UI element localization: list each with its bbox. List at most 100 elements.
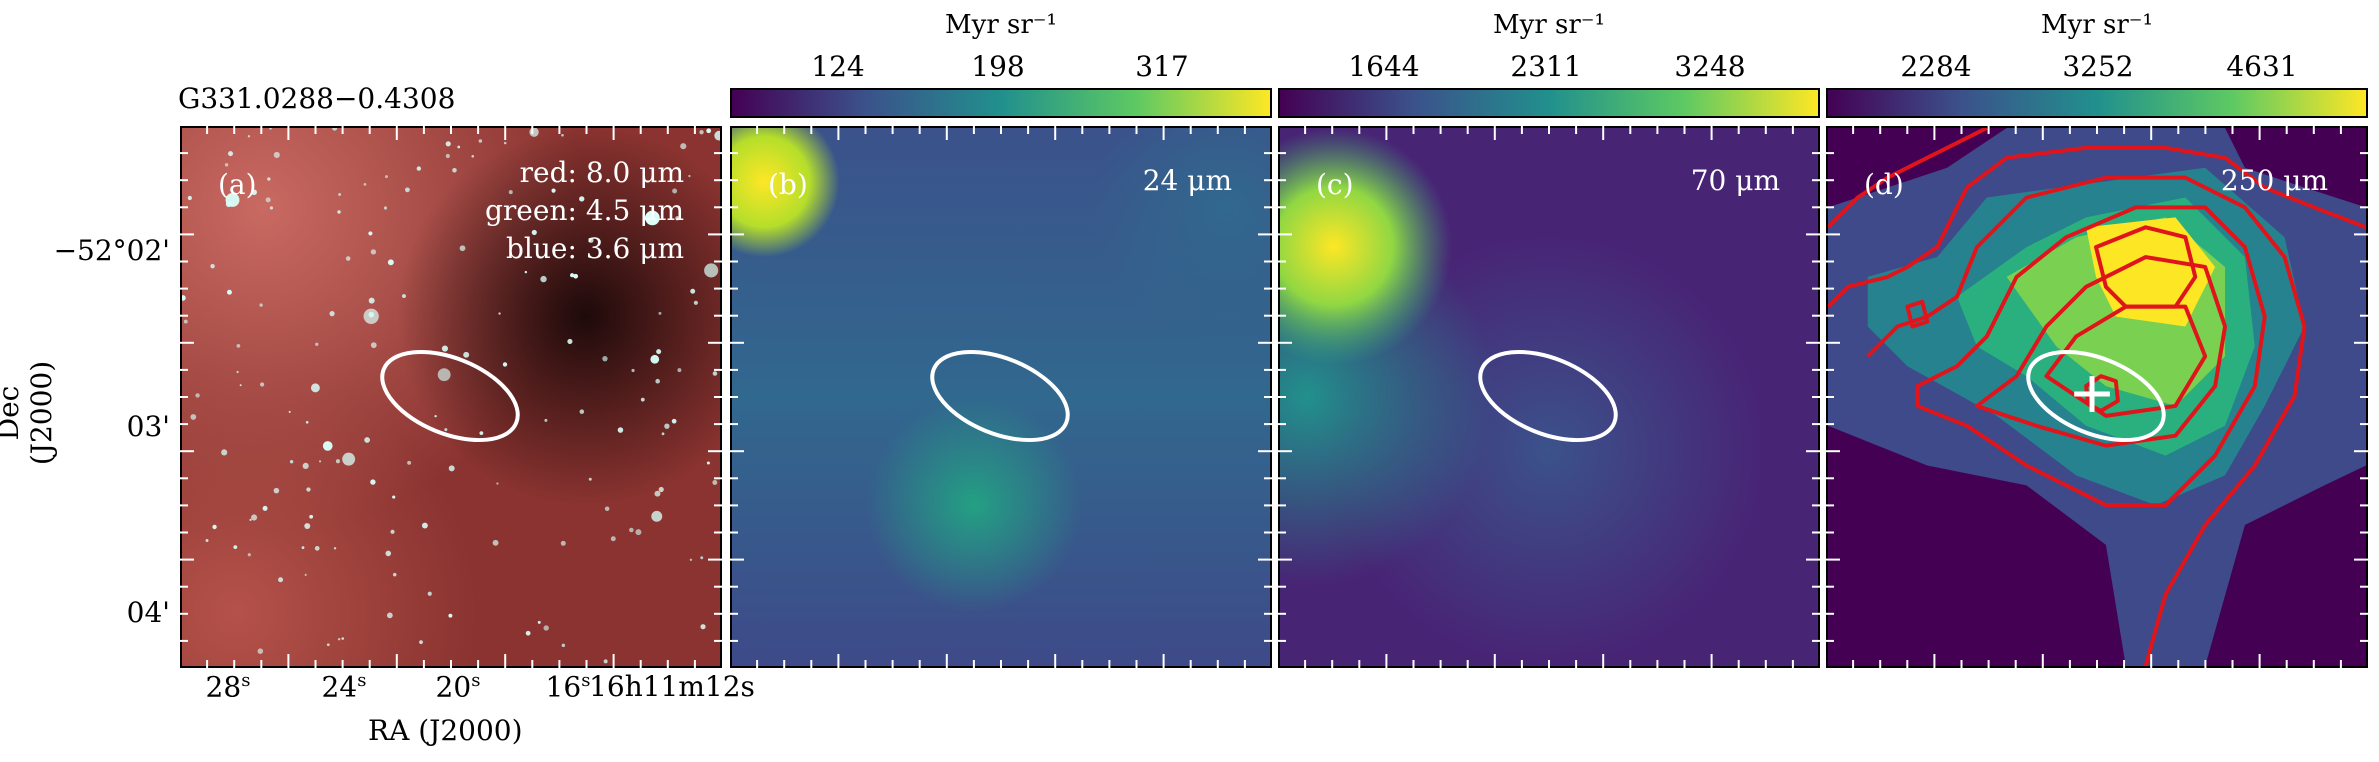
star-point <box>368 311 375 318</box>
star-point <box>233 545 238 549</box>
star-point <box>706 128 712 134</box>
star-point <box>655 378 660 384</box>
star-point <box>368 231 373 236</box>
star-point <box>288 410 291 413</box>
star-point <box>448 465 455 472</box>
star-point <box>226 289 232 295</box>
star-point <box>345 256 351 261</box>
star-point <box>302 462 309 469</box>
star-point <box>617 427 624 433</box>
star-point <box>579 196 585 202</box>
star-point <box>387 259 394 266</box>
star-point <box>664 423 670 429</box>
colorbar-c-unit: Myr sr⁻¹ <box>1493 10 1605 40</box>
star-point <box>650 354 660 364</box>
panel-d-wavelength: 250 μm <box>2220 164 2328 197</box>
star-point <box>314 545 320 551</box>
rgb-legend: red: 8.0 μm green: 4.5 μm blue: 3.6 μm <box>485 154 684 268</box>
star-point <box>260 382 265 387</box>
star-point <box>671 418 677 424</box>
star-point <box>419 640 423 645</box>
star-point <box>503 141 507 145</box>
star-point <box>651 510 663 522</box>
star-point <box>604 506 610 512</box>
star-point <box>680 143 687 150</box>
green-band-label: green: 4.5 μm <box>485 194 684 227</box>
star-point <box>445 141 451 147</box>
star-point <box>407 460 412 465</box>
star-point <box>322 441 333 451</box>
star-point <box>654 490 661 497</box>
star-point <box>304 573 307 576</box>
star-point <box>457 145 461 149</box>
star-point <box>645 210 660 226</box>
star-point <box>531 229 537 236</box>
star-point <box>247 553 251 557</box>
star-point <box>677 368 682 373</box>
star-point <box>187 195 192 201</box>
x-tick-label: 24s <box>321 670 367 704</box>
star-point <box>341 637 344 640</box>
star-point <box>437 368 451 382</box>
star-point <box>221 449 228 456</box>
colorbar-d <box>1826 88 2368 118</box>
star-point <box>699 129 704 135</box>
star-point <box>228 151 234 157</box>
star-point <box>335 459 341 464</box>
star-point <box>524 270 528 274</box>
star-point <box>640 397 645 402</box>
star-point <box>332 128 338 131</box>
star-point <box>537 620 541 624</box>
star-point <box>315 342 319 346</box>
colorbar-b-tick: 198 <box>971 50 1025 83</box>
star-point <box>386 612 393 619</box>
star-point <box>525 630 531 636</box>
star-point <box>326 643 330 647</box>
star-point <box>444 428 448 432</box>
star-point <box>700 624 706 630</box>
x-axis-label: RA (J2000) <box>368 714 523 747</box>
panel-b-24um-image: (b) 24 μm <box>730 126 1272 668</box>
star-point <box>318 460 322 463</box>
star-point <box>247 135 250 138</box>
star-point <box>635 529 642 536</box>
star-point <box>602 356 608 362</box>
x-tick-label: 16s <box>545 670 591 704</box>
star-point <box>278 577 284 583</box>
star-point <box>551 188 556 193</box>
star-point <box>370 479 376 485</box>
star-point <box>384 175 388 179</box>
star-point <box>434 414 437 418</box>
x-tick-label: 16h11m12s <box>589 670 755 703</box>
colorbar-b-tick: 317 <box>1135 50 1189 83</box>
colorbar-b <box>730 88 1272 118</box>
panel-c-70um-image: (c) 70 μm <box>1278 126 1820 668</box>
star-point <box>251 189 257 196</box>
panel-b-label: (b) <box>768 168 808 201</box>
star-point <box>656 349 662 355</box>
peak-marker <box>2074 376 2110 412</box>
star-point <box>543 625 549 631</box>
star-point <box>370 249 377 255</box>
panel-d-label: (d) <box>1864 168 1904 201</box>
star-point <box>249 518 252 521</box>
star-point <box>304 523 311 530</box>
star-point <box>603 659 608 664</box>
star-point <box>492 539 499 546</box>
colorbar-d-tick: 2284 <box>1900 50 1972 83</box>
star-point <box>392 572 397 577</box>
star-point <box>385 550 392 557</box>
star-point <box>672 188 678 194</box>
star-point <box>714 130 720 141</box>
panel-b-image <box>732 128 1270 666</box>
star-point <box>688 174 691 178</box>
star-point <box>658 486 664 493</box>
star-point <box>333 547 337 550</box>
x-tick-label: 20s <box>435 670 481 704</box>
panel-d-250um-image: (d) 250 μm <box>1826 126 2368 668</box>
star-point <box>390 529 395 534</box>
star-point <box>239 384 242 387</box>
star-point <box>305 421 309 424</box>
star-point <box>190 414 197 420</box>
star-point <box>310 383 320 393</box>
